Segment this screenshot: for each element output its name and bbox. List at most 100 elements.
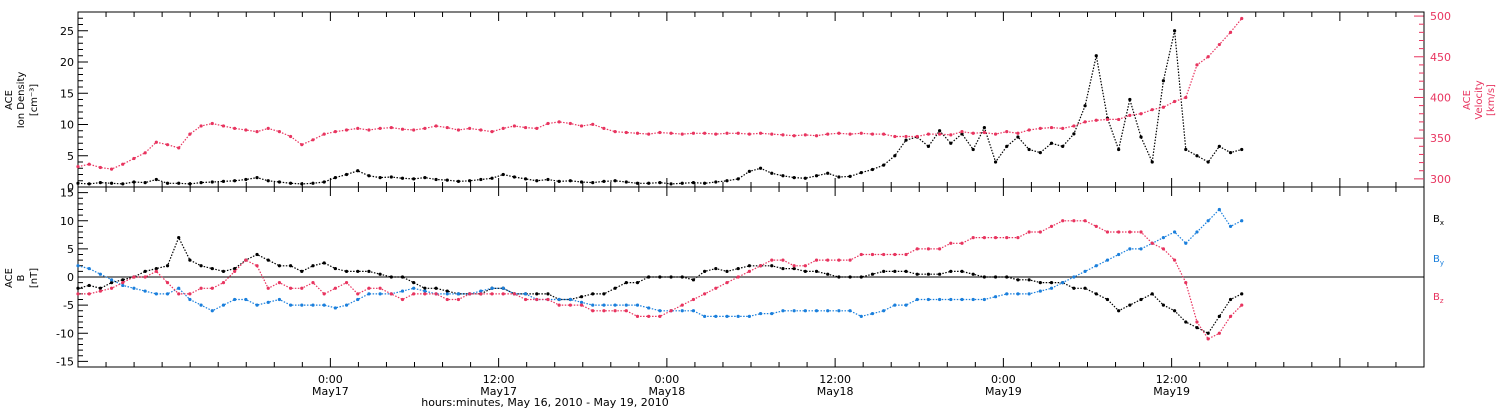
data-point [870, 311, 875, 316]
data-point [412, 292, 416, 296]
top-left-ylabel-line2: Ion Density [16, 72, 27, 129]
data-point [512, 175, 516, 179]
data-point [814, 309, 819, 313]
data-point [378, 126, 382, 130]
data-point [579, 303, 584, 307]
series-line [78, 220, 1243, 340]
bottom-ylabel-line2: B [16, 274, 27, 281]
data-point [982, 130, 986, 135]
x-tick-label-time: 0:00 [991, 373, 1016, 386]
y-tick-label: 400 [1430, 91, 1451, 104]
data-point [165, 292, 170, 296]
data-point [121, 182, 125, 186]
data-point [1005, 292, 1009, 296]
data-point [557, 179, 561, 183]
data-point [602, 292, 606, 296]
data-point [1161, 105, 1166, 109]
y-tick-label: 5 [67, 243, 74, 256]
top-left-axis: 0 5 10 15 20 25 [60, 11, 88, 194]
data-point [76, 181, 80, 185]
data-point [870, 132, 875, 136]
data-point [703, 131, 707, 135]
data-point [154, 292, 158, 296]
y-tick-label: 0 [67, 271, 74, 284]
top-right-ylabel-line2: Velocity [1474, 80, 1485, 119]
data-point [747, 264, 751, 268]
data-point [691, 181, 696, 185]
data-point [803, 269, 807, 273]
y-tick-label: -5 [63, 299, 74, 312]
top-x-ticks [77, 12, 1425, 187]
data-point [423, 176, 427, 180]
y-tick-label: 500 [1430, 10, 1451, 23]
y-tick-label: 450 [1430, 51, 1451, 64]
y-tick-label: 5 [67, 150, 74, 163]
data-point [602, 303, 606, 307]
data-point [244, 128, 248, 132]
data-point [266, 300, 270, 304]
data-point [1049, 281, 1054, 285]
data-point [423, 292, 427, 296]
x-tick-label-time: 12:00 [483, 373, 515, 386]
top-panel: 0 5 10 15 20 25 300 350 400 450 500 ACE Ion Densi… [4, 10, 1497, 194]
data-point [1027, 128, 1031, 132]
data-point [658, 181, 662, 185]
data-point [188, 182, 192, 186]
top-data-points [76, 16, 1244, 186]
top-panel-frame [77, 11, 1425, 188]
x-tick-label-date: May17 [480, 385, 517, 398]
data-point [993, 236, 998, 240]
y-tick-label: -15 [56, 355, 74, 368]
data-point [602, 179, 606, 183]
data-point [893, 303, 897, 307]
top-right-ylabel-line3: [km/s] [1486, 84, 1497, 116]
data-point [143, 275, 147, 279]
data-point [669, 131, 673, 135]
data-point [1083, 286, 1087, 290]
bottom-data-points [76, 207, 1244, 341]
y-tick-label: 25 [60, 25, 74, 38]
x-tick-label-date: May19 [985, 385, 1022, 398]
top-right-axis: 300 350 400 450 500 [1414, 10, 1451, 188]
data-point [1083, 120, 1087, 124]
x-tick-label-time: 0:00 [655, 373, 680, 386]
data-point [1117, 230, 1121, 234]
y-tick-label: 0 [67, 181, 74, 194]
data-point [703, 181, 707, 185]
y-tick-label: 10 [60, 119, 74, 132]
data-point [501, 172, 505, 177]
data-point [714, 314, 718, 318]
data-point [546, 121, 550, 126]
top-right-ylabel-line1: ACE [1462, 90, 1473, 110]
data-point [960, 269, 964, 273]
data-point [982, 236, 986, 240]
data-point [613, 303, 617, 307]
data-point [311, 264, 315, 268]
x-tick-label-date: May18 [817, 385, 854, 398]
data-point [322, 303, 326, 307]
data-point [568, 303, 572, 307]
y-tick-label: 15 [60, 187, 74, 200]
top-left-ylabel-line1: ACE [4, 90, 15, 110]
data-point [658, 309, 662, 313]
data-point [803, 309, 807, 313]
data-point [837, 258, 841, 262]
data-point [1094, 118, 1098, 122]
y-tick-label: 350 [1430, 132, 1451, 145]
data-point [568, 179, 572, 183]
data-point [848, 275, 852, 279]
data-point [1150, 160, 1154, 164]
data-point [758, 131, 763, 135]
data-point [501, 292, 505, 296]
legend-bx-label: B [1433, 214, 1440, 225]
data-point [658, 314, 662, 318]
data-point [199, 181, 203, 185]
bottom-panel: -15 -10 -5 0 5 10 15 ACE B [nT] Bx By Bz [4, 186, 1444, 368]
data-point [647, 314, 651, 318]
data-point [1038, 126, 1042, 130]
data-point [658, 130, 662, 135]
data-point [445, 289, 449, 293]
y-tick-label: 10 [60, 215, 74, 228]
series-line [77, 18, 1243, 170]
